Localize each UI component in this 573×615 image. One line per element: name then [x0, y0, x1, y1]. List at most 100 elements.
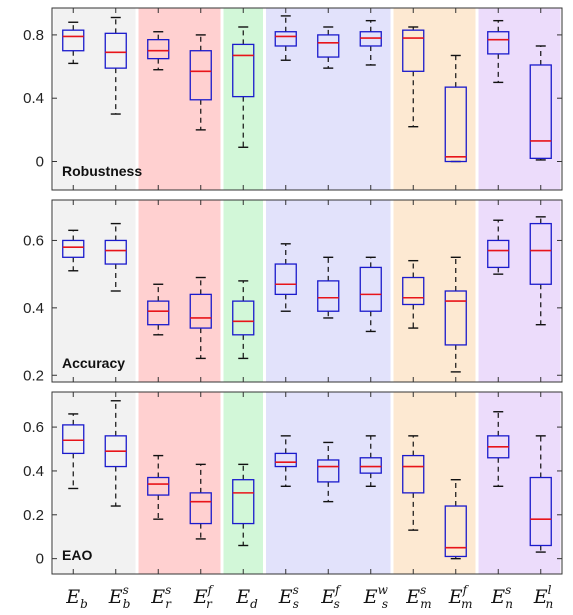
x-category-label: Ef s: [320, 583, 342, 611]
group-band: [138, 200, 221, 382]
iqr-box: [189, 492, 212, 525]
box-12: [529, 435, 552, 553]
x-category-label: Ef r: [193, 583, 215, 611]
box-12: [529, 216, 552, 326]
box-4: [189, 34, 212, 131]
iqr-box: [62, 239, 85, 258]
axes-frame: [51, 391, 563, 575]
group-band: [266, 200, 391, 382]
box-3: [147, 31, 170, 71]
x-category-label: Ef m: [448, 583, 473, 611]
box-1: [62, 413, 85, 490]
x-category-label: Es s: [278, 583, 299, 611]
iqr-box: [402, 276, 425, 306]
box-3: [147, 283, 170, 336]
box-2: [104, 222, 127, 292]
iqr-box: [189, 293, 212, 329]
y-tick-label: 0.4: [23, 300, 44, 317]
box-1: [62, 21, 85, 65]
box-4: [189, 276, 212, 360]
x-category-label: El n: [533, 583, 553, 611]
iqr-box: [444, 505, 467, 558]
iqr-box: [444, 86, 467, 163]
iqr-box: [274, 263, 297, 296]
y-tick-label: 0.4: [23, 90, 44, 107]
iqr-box: [147, 476, 170, 496]
box-10: [444, 54, 467, 163]
box-6: [274, 243, 297, 312]
y-tick-label: 0.8: [23, 27, 44, 44]
panel-title: EAO: [62, 547, 92, 563]
box-9: [402, 435, 425, 531]
group-band: [53, 392, 136, 574]
axes-frame: [51, 7, 563, 191]
y-tick-label: 0: [36, 154, 44, 171]
box-6: [274, 15, 297, 61]
box-11: [487, 411, 510, 487]
y-tick-label: 0.2: [23, 507, 44, 524]
iqr-box: [317, 34, 340, 58]
box-5: [232, 26, 255, 148]
iqr-box: [529, 64, 552, 159]
iqr-box: [402, 29, 425, 72]
x-category-label: Es b: [108, 583, 131, 611]
box-11: [487, 219, 510, 275]
iqr-box: [487, 239, 510, 269]
iqr-box: [359, 457, 382, 474]
box-8: [359, 256, 382, 333]
iqr-box: [104, 32, 127, 69]
iqr-box: [274, 452, 297, 468]
group-band: [478, 200, 561, 382]
group-band: [53, 200, 136, 382]
box-8: [359, 435, 382, 487]
group-band: [478, 392, 561, 574]
x-category-label: Es r: [150, 583, 172, 611]
y-tick-label: 0.2: [23, 367, 44, 384]
box-9: [402, 26, 425, 128]
panel-eao: 0 0.2 0.4 0.6 EAO: [23, 391, 563, 575]
iqr-box: [62, 424, 85, 455]
iqr-box: [317, 280, 340, 312]
box-4: [189, 463, 212, 540]
panel-title: Robustness: [62, 163, 142, 179]
iqr-box: [402, 454, 425, 494]
y-tick-label: 0: [36, 551, 44, 568]
axes-frame: [51, 199, 563, 383]
iqr-box: [274, 31, 297, 47]
group-band: [393, 392, 476, 574]
box-6: [274, 435, 297, 487]
y-tick-label: 0.6: [23, 419, 44, 436]
box-7: [317, 26, 340, 69]
group-band: [138, 8, 221, 190]
x-category-label: Ew s: [363, 583, 389, 611]
box-8: [359, 19, 382, 66]
x-category-label: Eb: [65, 586, 88, 611]
iqr-box: [62, 29, 85, 52]
box-5: [232, 463, 255, 547]
box-7: [317, 441, 340, 503]
iqr-box: [317, 459, 340, 483]
iqr-box: [147, 39, 170, 60]
box-12: [529, 45, 552, 161]
iqr-box: [104, 239, 127, 265]
box-3: [147, 454, 170, 520]
box-2: [104, 400, 127, 507]
iqr-box: [359, 266, 382, 312]
iqr-box: [147, 300, 170, 326]
x-category-label: Es n: [490, 583, 513, 611]
iqr-box: [232, 300, 255, 336]
iqr-box: [232, 479, 255, 525]
x-category-label: Ed: [235, 586, 258, 611]
iqr-box: [487, 31, 510, 55]
box-10: [444, 479, 467, 560]
box-7: [317, 256, 340, 319]
panel-accuracy: 0.2 0.4 0.6 Accuracy: [23, 199, 563, 384]
panel-robustness: 0 0.4 0.8 Robustness: [23, 7, 563, 191]
box-10: [444, 256, 467, 373]
box-1: [62, 229, 85, 272]
y-tick-label: 0.6: [23, 232, 44, 249]
box-9: [402, 259, 425, 329]
iqr-box: [444, 290, 467, 346]
iqr-box: [529, 222, 552, 285]
